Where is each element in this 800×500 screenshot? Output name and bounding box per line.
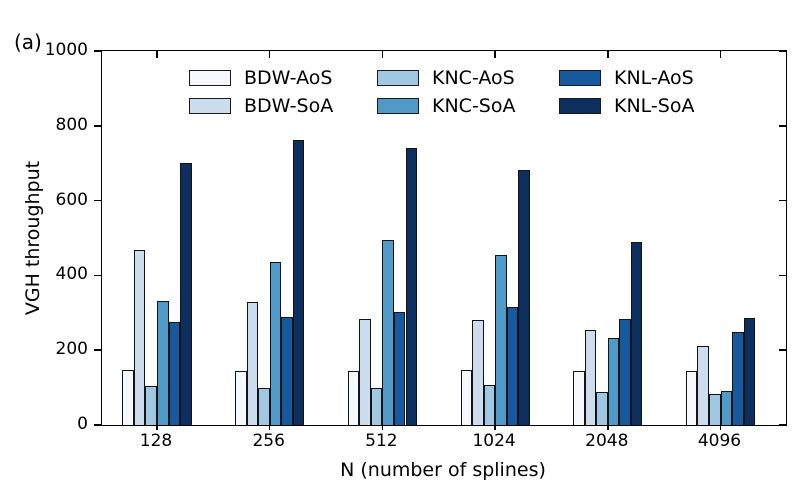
y-tick-400 [93, 274, 101, 277]
y-tick-label-1000: 1000 [44, 40, 88, 60]
legend-item-KNL-SoA: KNL-SoA [559, 94, 739, 117]
legend-label-KNC-SoA: KNC-SoA [432, 94, 516, 117]
legend-item-BDW-SoA: BDW-SoA [189, 94, 369, 117]
bar-KNL-SoA-2048 [630, 241, 643, 425]
legend-label-BDW-SoA: BDW-SoA [244, 94, 334, 117]
bar-BDW-AoS-128 [122, 370, 134, 425]
bar-KNC-AoS-128 [145, 385, 157, 425]
bar-KNL-AoS-128 [168, 321, 181, 425]
bar-KNL-SoA-128 [180, 162, 192, 425]
legend-label-KNL-AoS: KNL-AoS [614, 67, 694, 89]
y-tick-right-1000 [779, 50, 786, 52]
bar-KNL-AoS-512 [393, 312, 406, 425]
x-tick-top-1024 [494, 51, 496, 58]
x-tick-bottom-512 [381, 425, 384, 430]
y-tick-600 [93, 199, 101, 202]
bar-KNL-AoS-2048 [619, 318, 631, 425]
y-tick-right-0 [779, 424, 786, 426]
legend-swatch-BDW-SoA [189, 97, 231, 114]
x-tick-bottom-2048 [607, 425, 609, 430]
x-tick-top-256 [268, 51, 271, 58]
bar-BDW-SoA-4096 [697, 346, 709, 425]
x-tick-label-128: 128 [139, 431, 173, 451]
bar-KNC-SoA-1024 [495, 254, 507, 425]
y-tick-right-600 [779, 199, 786, 202]
x-tick-label-1024: 1024 [472, 431, 516, 451]
y-tick-label-200: 200 [55, 339, 88, 360]
bar-KNC-AoS-256 [258, 387, 270, 425]
bar-BDW-SoA-256 [246, 301, 259, 425]
bar-BDW-SoA-2048 [584, 329, 597, 425]
bar-KNC-AoS-2048 [596, 392, 608, 425]
x-tick-bottom-256 [268, 425, 271, 430]
bar-KNL-SoA-1024 [518, 169, 530, 425]
y-tick-right-200 [779, 349, 786, 351]
y-tick-800 [93, 125, 101, 127]
bar-KNC-AoS-4096 [709, 394, 721, 425]
bar-BDW-SoA-512 [359, 318, 371, 425]
x-tick-top-2048 [607, 51, 609, 58]
legend-label-KNC-AoS: KNC-AoS [432, 67, 515, 89]
bar-KNC-SoA-2048 [607, 337, 620, 425]
bar-KNC-AoS-512 [370, 387, 383, 425]
legend-swatch-KNC-AoS [377, 70, 419, 86]
y-axis-label: VGH throughput [22, 160, 44, 316]
bar-KNL-AoS-1024 [506, 306, 519, 425]
x-tick-label-4096: 4096 [697, 431, 742, 451]
y-tick-label-800: 800 [55, 114, 88, 135]
legend-item-KNC-SoA: KNC-SoA [377, 94, 557, 117]
bar-KNC-SoA-512 [382, 239, 394, 425]
legend-label-BDW-AoS: BDW-AoS [244, 67, 333, 89]
x-tick-label-512: 512 [365, 431, 398, 451]
bar-KNC-AoS-1024 [483, 385, 496, 425]
x-tick-label-2048: 2048 [585, 431, 629, 451]
x-tick-top-512 [381, 51, 384, 58]
x-tick-bottom-4096 [719, 425, 722, 430]
bar-KNC-SoA-4096 [720, 391, 733, 425]
bar-BDW-AoS-4096 [685, 371, 698, 425]
bar-KNL-SoA-256 [292, 140, 305, 425]
y-tick-right-400 [779, 274, 786, 277]
legend-item-KNC-AoS: KNC-AoS [377, 67, 557, 89]
plot-area: BDW-AoS BDW-SoA KNC-AoS KNC-SoA KNL-AoS KNL-S… [93, 50, 787, 430]
bar-BDW-AoS-1024 [460, 369, 473, 425]
x-axis-label: N (number of splines) [340, 459, 546, 481]
bar-KNL-AoS-256 [281, 316, 293, 425]
x-tick-top-4096 [719, 51, 722, 58]
bar-KNL-AoS-4096 [732, 332, 744, 425]
x-tick-bottom-1024 [494, 425, 496, 430]
x-tick-bottom-128 [156, 425, 158, 430]
y-tick-label-400: 400 [55, 264, 88, 285]
legend-item-BDW-AoS: BDW-AoS [189, 67, 369, 89]
legend-swatch-KNL-AoS [559, 70, 601, 86]
legend-swatch-BDW-AoS [189, 70, 231, 86]
bar-BDW-SoA-128 [133, 250, 146, 425]
panel-label: (a) [14, 30, 42, 54]
legend-swatch-KNC-SoA [377, 97, 419, 114]
y-tick-200 [93, 349, 101, 351]
bar-BDW-AoS-256 [235, 370, 247, 425]
bar-BDW-SoA-1024 [472, 319, 484, 425]
legend-item-KNL-AoS: KNL-AoS [559, 67, 739, 89]
y-tick-label-0: 0 [77, 414, 88, 434]
y-tick-right-800 [779, 125, 786, 127]
bar-KNL-SoA-512 [405, 147, 418, 425]
bar-BDW-AoS-512 [347, 370, 360, 425]
legend-label-KNL-SoA: KNL-SoA [614, 94, 695, 117]
y-tick-label-600: 600 [55, 189, 88, 210]
x-tick-top-128 [156, 51, 158, 58]
legend-swatch-KNL-SoA [559, 97, 601, 114]
x-tick-label-256: 256 [252, 431, 285, 451]
bar-KNL-SoA-4096 [743, 317, 756, 425]
bar-KNC-SoA-256 [269, 262, 282, 425]
bar-KNC-SoA-128 [157, 300, 169, 425]
y-tick-1000 [93, 50, 101, 52]
y-tick-0 [93, 424, 101, 426]
bar-BDW-AoS-2048 [573, 370, 585, 425]
